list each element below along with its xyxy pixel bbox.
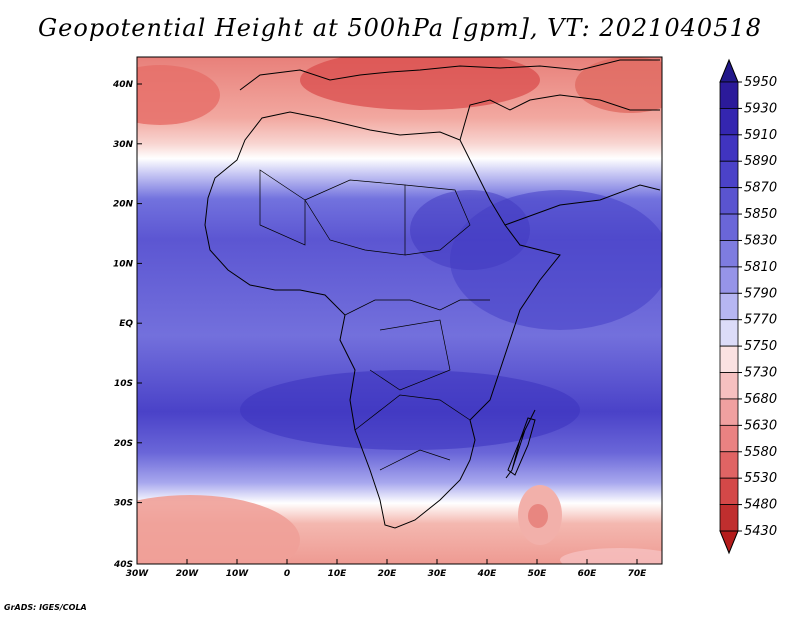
colorbar-label: 5480: [744, 498, 777, 513]
latitude-axis: 40N 30N 20N 10N EQ 10S 20S 30S 40S: [112, 80, 142, 570]
longitude-axis: 30W 20W 10W 0 10E 20E 30E 40E 50E 60E 70E: [126, 559, 647, 579]
country-borders: [259, 169, 490, 471]
colorbar-label: 5910: [744, 128, 777, 143]
colorbar-segment: [719, 134, 739, 162]
lat-label: 10S: [114, 379, 133, 389]
colorbar-segment: [719, 398, 739, 426]
colorbar-segment: [719, 424, 739, 453]
colorbar-segment: [719, 81, 739, 109]
colorbar-segment: [719, 240, 739, 268]
lon-label: 30E: [428, 569, 448, 579]
colorbar-label: 5430: [744, 524, 777, 539]
colorbar-segment: [719, 187, 739, 215]
map-title: Geopotential Height at 500hPa [gpm], VT:…: [38, 14, 762, 42]
lon-label: 40E: [477, 569, 498, 579]
lon-label: 10E: [328, 569, 348, 579]
colorbar-label: 5530: [744, 471, 777, 486]
colorbar-label: 5770: [744, 313, 777, 328]
coastlines: [204, 59, 661, 529]
colorbar-segment: [719, 108, 739, 136]
colorbar-segment: [719, 372, 739, 400]
lon-label: 50E: [528, 569, 548, 579]
colorbar-segment: [719, 319, 739, 347]
colorbar-label: 5750: [744, 339, 777, 354]
lon-label: 20E: [378, 569, 398, 579]
lat-label: 30N: [113, 140, 134, 150]
lat-label: 40N: [112, 80, 134, 90]
colorbar-label: 5850: [744, 207, 777, 222]
lon-label: 10W: [226, 569, 250, 579]
colorbar-label: 5810: [744, 260, 777, 275]
colorbar-label: 5830: [744, 233, 777, 248]
colorbar-segment: [719, 160, 739, 189]
colorbar-label: 5730: [744, 366, 777, 381]
lon-label: 30W: [126, 569, 150, 579]
colorbar: 5950 5930 5910 5890 5870 5850 5830 5810 5790 5770…: [719, 58, 777, 555]
lat-label: 40S: [113, 560, 133, 570]
credit-text: GrADS: IGES/COLA: [4, 603, 87, 612]
lat-label: 10N: [113, 259, 134, 269]
colorbar-label: 5950: [744, 75, 777, 90]
lat-label: 30S: [114, 499, 133, 509]
lon-label: 0: [284, 569, 290, 579]
colorbar-segment: [719, 292, 739, 321]
colorbar-segment: [719, 504, 739, 532]
colorbar-segment: [719, 266, 739, 294]
colorbar-segment: [719, 345, 739, 373]
map-frame: [136, 56, 663, 565]
colorbar-label: 5630: [744, 418, 777, 433]
lon-label: 60E: [578, 569, 598, 579]
lat-label: 20N: [113, 200, 134, 210]
colorbar-label: 5930: [744, 101, 777, 116]
lat-label: EQ: [119, 319, 133, 329]
colorbar-segment: [719, 477, 739, 505]
colorbar-label: 5680: [744, 392, 777, 407]
colorbar-segment: [719, 451, 739, 479]
colorbar-segment: [719, 213, 739, 241]
colorbar-label: 5890: [744, 154, 777, 169]
lat-label: 20S: [114, 439, 133, 449]
colorbar-label: 5580: [744, 445, 777, 460]
colorbar-under-arrow: [719, 530, 739, 555]
lon-label: 70E: [628, 569, 648, 579]
colorbar-label: 5790: [744, 286, 777, 301]
colorbar-over-arrow: [719, 58, 739, 83]
colorbar-label: 5870: [744, 181, 777, 196]
lon-label: 20W: [176, 569, 200, 579]
